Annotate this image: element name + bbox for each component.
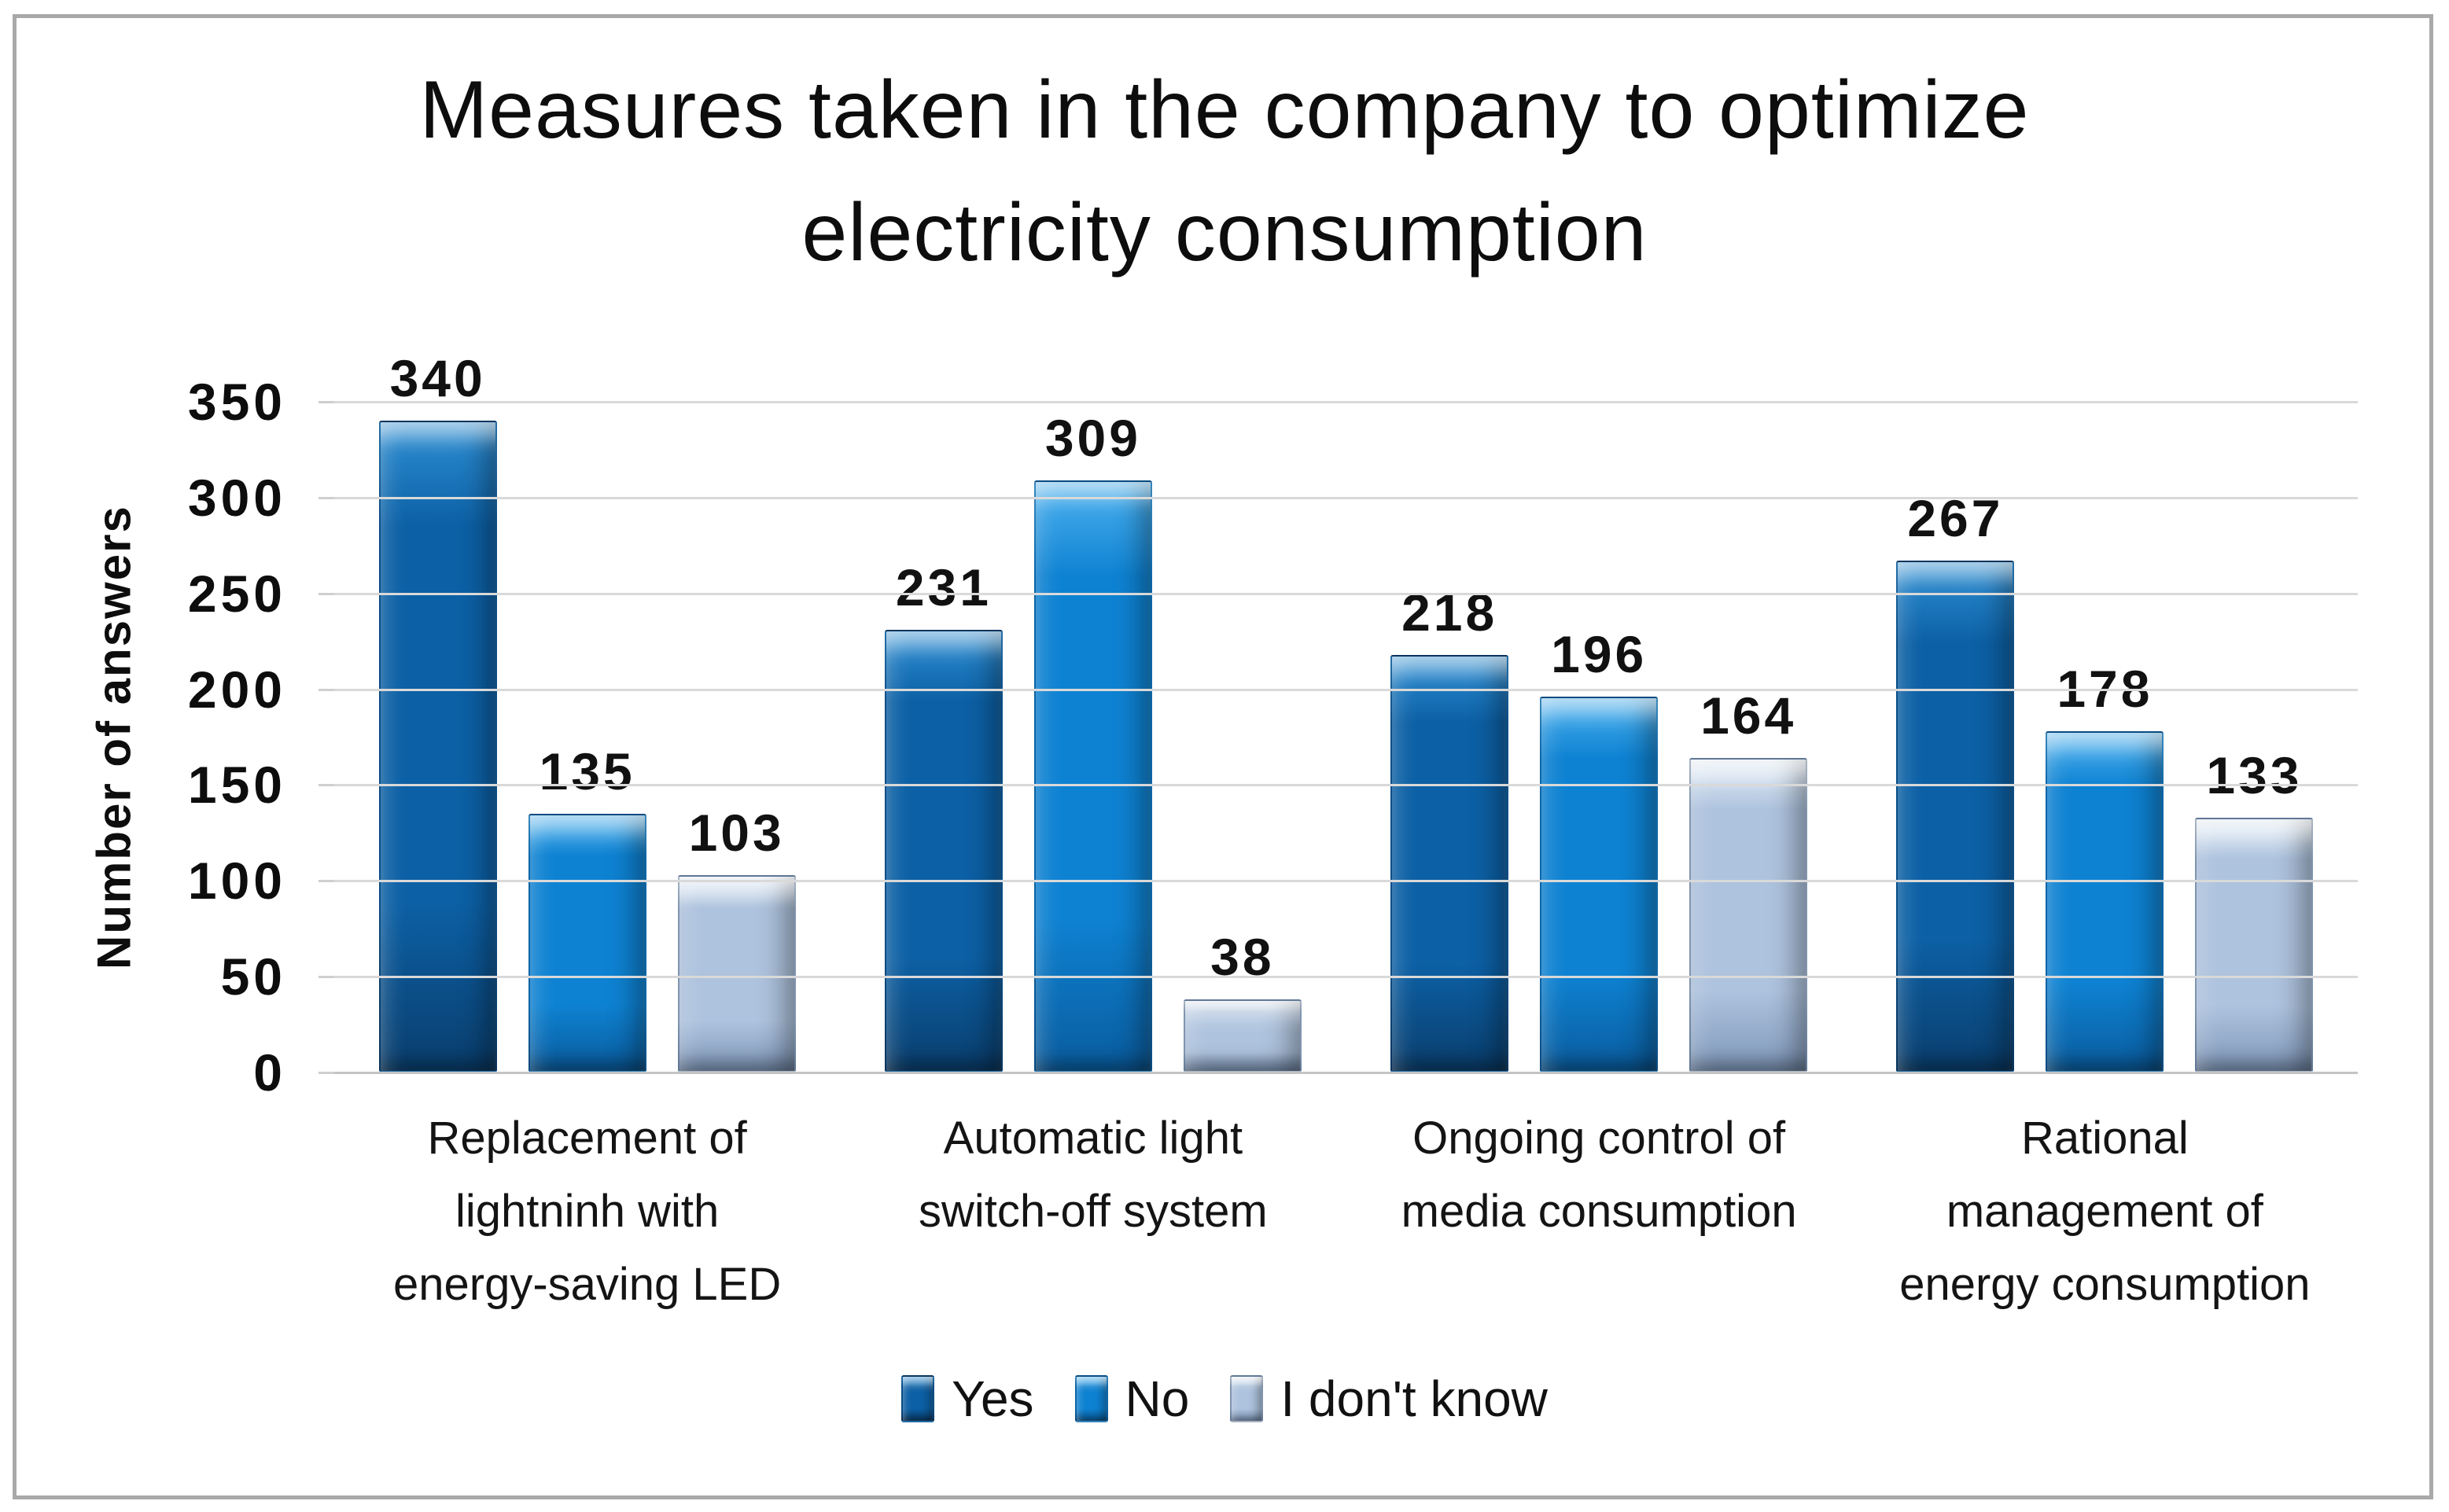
bar-yes: 340	[378, 349, 497, 1072]
legend-item: Yes	[901, 1370, 1034, 1428]
gridline	[334, 784, 2358, 786]
x-axis-category-labels: Replacement of lightninh with energy-sav…	[334, 1102, 2358, 1321]
bar-i-don-t-know: 133	[2195, 746, 2314, 1072]
y-tick-label: 300	[187, 469, 286, 527]
bar-no: 196	[1540, 625, 1659, 1072]
bar-no: 135	[528, 742, 646, 1072]
category-group: 231 309 38	[840, 402, 1346, 1072]
gridline	[334, 1072, 2358, 1074]
bar-i-don-t-know: 38	[1183, 928, 1302, 1072]
y-axis-tick-labels: 350 300 250 200 150 100 50 0	[0, 373, 308, 1102]
chart-title-text: Measures taken in the company to optimiz…	[419, 64, 2030, 278]
y-tick-label: 200	[187, 660, 286, 719]
axis-tick	[319, 784, 334, 786]
x-axis-category-label: Replacement of lightninh with energy-sav…	[392, 1113, 782, 1310]
axis-tick	[319, 401, 334, 403]
bar-value-label: 231	[895, 558, 992, 617]
gridline	[334, 689, 2358, 691]
gridline	[334, 976, 2358, 978]
x-axis-category-label: Ongoing control of media consumption	[1401, 1113, 1797, 1237]
legend-item: No	[1074, 1370, 1190, 1428]
bar-yes: 231	[884, 558, 1003, 1072]
gridline	[334, 497, 2358, 499]
legend-label: Yes	[952, 1370, 1034, 1427]
category-group: 218 196 164	[1346, 402, 1852, 1072]
axis-tick	[319, 689, 334, 691]
bar-value-label: 196	[1551, 625, 1648, 684]
bar-slot: 309	[1033, 402, 1152, 1072]
y-tick-label: 100	[187, 852, 286, 910]
bar-value-label: 340	[389, 349, 486, 408]
bar-slot: 340	[378, 349, 497, 1072]
bar-yes: 267	[1896, 489, 2015, 1072]
y-tick-label: 350	[187, 373, 286, 431]
bar-slot: 267	[1896, 402, 2015, 1072]
bar-value-label: 164	[1700, 686, 1797, 745]
bar-slot: 218	[1390, 402, 1509, 1072]
y-tick-label: 150	[187, 756, 286, 814]
bar-value-label: 103	[688, 803, 785, 862]
gridline	[334, 593, 2358, 595]
y-tick-label: 250	[187, 565, 286, 623]
bar-slot: 133	[2195, 402, 2314, 1072]
bar-slot: 38	[1183, 402, 1302, 1072]
gridline	[334, 401, 2358, 403]
x-axis-category-label: Automatic light switch-off system	[919, 1113, 1268, 1237]
category-group: 340 135 103	[334, 349, 840, 1072]
category-group: 267 178 133	[1852, 402, 2358, 1072]
bar-slot: 164	[1689, 402, 1808, 1072]
bar-slot: 103	[677, 402, 796, 1072]
legend-label: I don't know	[1280, 1370, 1548, 1427]
y-tick-label: 0	[253, 1043, 286, 1102]
gridline	[334, 880, 2358, 882]
axis-tick	[319, 880, 334, 882]
bar-slot: 196	[1540, 402, 1659, 1072]
axis-tick	[319, 1072, 334, 1074]
bar-i-don-t-know: 103	[677, 804, 796, 1072]
bar-value-label: 218	[1401, 583, 1498, 642]
legend-item: I don't know	[1230, 1370, 1548, 1428]
bars-container: 340 135 103 231 309 38 218 196 164 267 178 133	[334, 349, 2358, 1072]
bar-yes: 218	[1390, 583, 1509, 1072]
y-tick-label: 50	[220, 947, 286, 1006]
bar-slot: 231	[884, 402, 1003, 1072]
plot-area: 340 135 103 231 309 38 218 196 164 267 178 133	[319, 349, 2358, 1074]
legend: Yes No I don't know	[0, 1370, 2449, 1428]
x-axis-category-label: Rational management of energy consumptio…	[1899, 1113, 2311, 1310]
axis-tick	[319, 593, 334, 595]
bar-value-label: 135	[539, 742, 635, 800]
bar-no: 178	[2046, 660, 2164, 1072]
bar-slot: 178	[2046, 402, 2164, 1072]
legend-label: No	[1125, 1370, 1190, 1427]
bar-slot: 135	[528, 402, 646, 1072]
chart-title: Measures taken in the company to optimiz…	[0, 49, 2449, 294]
bar-value-label: 133	[2206, 745, 2303, 804]
axis-tick	[319, 497, 334, 499]
legend-color-swatch	[1074, 1375, 1108, 1422]
bar-no: 309	[1033, 409, 1152, 1072]
bar-i-don-t-know: 164	[1689, 686, 1808, 1072]
bar-value-label: 309	[1044, 408, 1141, 467]
legend-color-swatch	[901, 1375, 935, 1422]
legend-color-swatch	[1230, 1375, 1264, 1422]
axis-tick	[319, 976, 334, 978]
